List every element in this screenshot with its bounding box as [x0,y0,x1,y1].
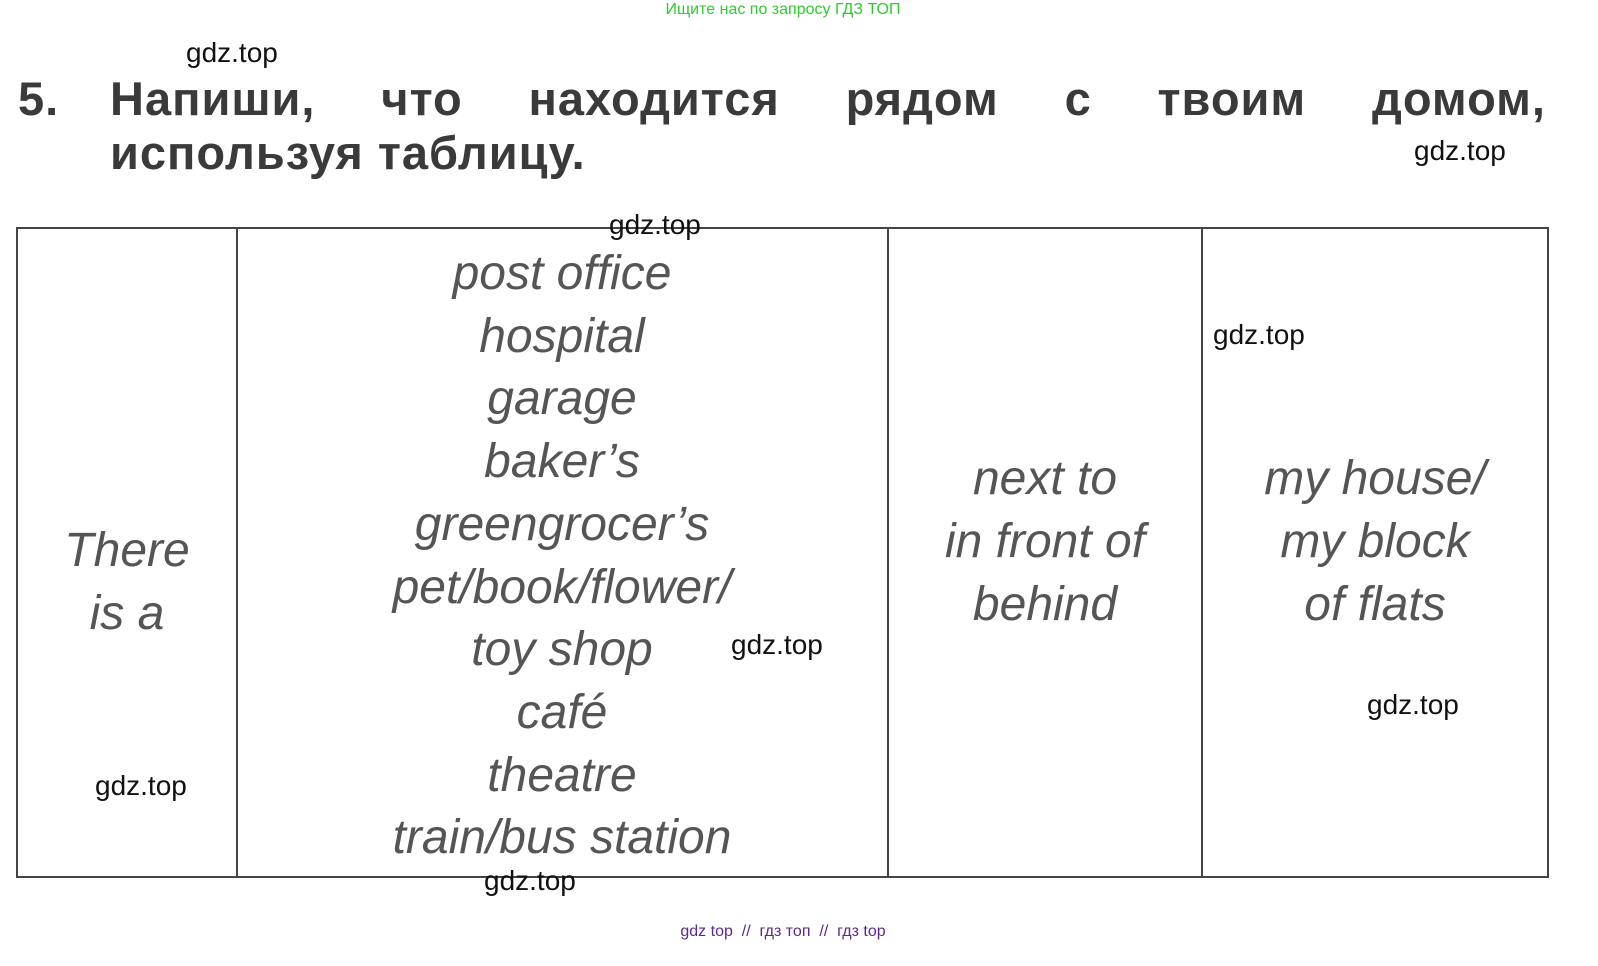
location-item: of flats [1304,577,1446,631]
col-places: post office hospital garage baker’s gree… [236,227,889,878]
watermark: gdz.top [186,37,278,68]
place-item: post office [452,247,672,300]
footer-links: gdz top // гдз топ // гдз top [680,923,886,940]
cell-line: is a [89,586,165,640]
col-prepositions: next to in front of behind [887,227,1203,878]
col-locations: my house/ my block of flats [1201,227,1549,878]
col-subject: There is a [16,227,238,878]
place-item: café [516,685,608,739]
watermark: gdz.top [731,629,823,660]
place-item: greengrocer’s [414,497,710,551]
place-item: garage [487,372,637,426]
place-item: baker’s [484,435,640,489]
task-text-line-1: Напиши, что находится рядом с твоим домо… [110,72,1546,125]
phrase-table: There is a post office hospital garage b… [16,227,1549,878]
task-text-line-2: используя таблицу. [110,126,586,179]
place-item: pet/book/flower/ [392,560,732,614]
place-item: theatre [487,748,637,802]
watermark: gdz.top [1213,319,1305,350]
location-item: my house/ [1264,452,1486,506]
preposition-item: behind [972,577,1118,631]
place-item: hospital [479,309,645,363]
place-item: train/bus station [392,811,732,865]
search-banner: Ищите нас по запросу ГДЗ ТОП [665,1,901,18]
preposition-item: in front of [944,515,1146,569]
place-item: toy shop [471,623,653,677]
watermark: gdz.top [1367,689,1459,720]
watermark: gdz.top [95,770,187,801]
watermark: gdz.top [484,865,576,896]
watermark: gdz.top [609,209,701,240]
location-item: my block [1280,515,1470,569]
watermark: gdz.top [1414,135,1506,166]
preposition-item: next to [972,452,1118,506]
cell-line: There [64,523,190,577]
task-number: 5. [18,72,60,125]
